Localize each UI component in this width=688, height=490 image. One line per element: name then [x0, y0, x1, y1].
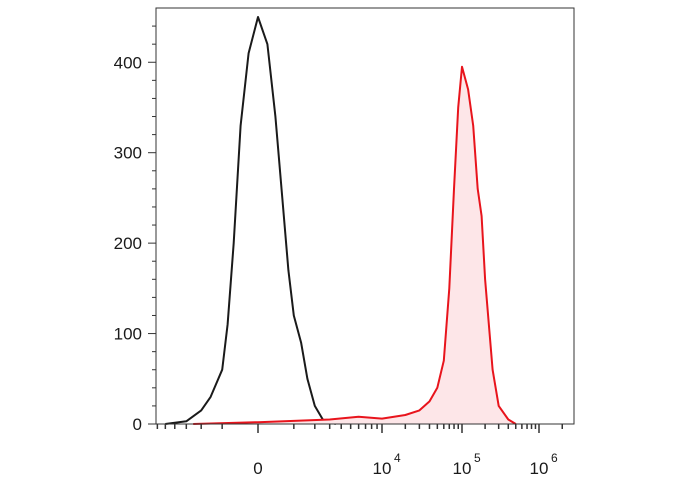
x-tick-label: 10	[373, 459, 392, 478]
y-tick-label: 400	[114, 53, 142, 72]
x-tick-exponent: 5	[474, 451, 481, 465]
series-1-line	[193, 65, 517, 425]
plot-frame	[155, 7, 575, 425]
y-tick-label: 200	[114, 234, 142, 253]
y-tick-label: 0	[133, 415, 142, 434]
x-tick-exponent: 6	[551, 451, 558, 465]
y-tick-label: 300	[114, 144, 142, 163]
series-layer	[165, 16, 517, 425]
y-tick-label: 100	[114, 325, 142, 344]
series-0-line	[165, 16, 337, 425]
x-tick-exponent: 4	[394, 451, 401, 465]
y-axis: 0 100 200 300 400	[114, 25, 156, 434]
series-1-area	[193, 66, 516, 425]
x-tick-label: 0	[253, 459, 262, 478]
x-tick-label: 10	[453, 459, 472, 478]
x-tick-label: 10	[530, 459, 549, 478]
